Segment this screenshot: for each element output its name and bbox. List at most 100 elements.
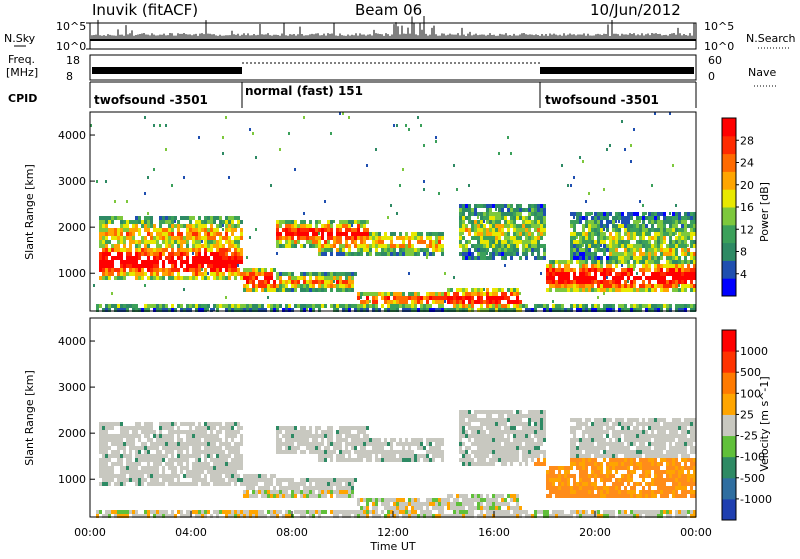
velocity-cell — [99, 438, 102, 442]
velocity-cell — [492, 506, 495, 510]
power-cell — [354, 304, 357, 308]
velocity-cell — [198, 430, 201, 434]
power-cell — [639, 268, 642, 272]
power-cell — [570, 224, 573, 228]
power-cell — [171, 272, 174, 276]
power-cell — [600, 212, 603, 216]
velocity-cell — [486, 410, 489, 414]
velocity-cell — [507, 442, 510, 446]
power-cell — [582, 260, 585, 264]
power-cell — [678, 236, 681, 240]
power-cell — [405, 248, 408, 252]
velocity-cell — [441, 450, 444, 454]
power-cell — [666, 216, 669, 220]
velocity-cell — [228, 466, 231, 470]
power-cell — [366, 220, 369, 224]
velocity-cell — [438, 510, 441, 514]
velocity-cell — [480, 458, 483, 462]
power-cell — [606, 260, 609, 264]
velocity-cell — [348, 482, 351, 486]
velocity-cell — [294, 434, 297, 438]
power-cell — [621, 304, 624, 308]
velocity-cell — [156, 510, 159, 514]
velocity-cell — [135, 510, 138, 514]
power-cell — [612, 220, 615, 224]
power-cell — [513, 248, 516, 252]
power-cell — [192, 272, 195, 276]
power-cell — [681, 224, 684, 228]
velocity-cell — [192, 474, 195, 478]
velocity-cell — [141, 458, 144, 462]
velocity-cell — [135, 430, 138, 434]
velocity-cell — [204, 510, 207, 514]
velocity-cell — [483, 458, 486, 462]
power-cell — [330, 132, 332, 135]
velocity-cell — [465, 434, 468, 438]
power-cell — [312, 284, 315, 288]
velocity-cell — [231, 510, 234, 514]
power-cell — [591, 304, 594, 308]
power-cell — [162, 248, 165, 252]
velocity-cell — [582, 422, 585, 426]
velocity-cell — [597, 510, 600, 514]
power-cell — [441, 244, 444, 248]
velocity-cell — [336, 434, 339, 438]
power-cell — [432, 248, 435, 252]
velocity-cell — [585, 466, 588, 470]
power-cell — [474, 204, 477, 208]
velocity-cell — [381, 442, 384, 446]
power-cell — [645, 276, 648, 280]
power-cell — [627, 232, 630, 236]
power-cell — [309, 288, 312, 292]
velocity-cell — [192, 482, 195, 486]
power-cell — [585, 232, 588, 236]
power-cell — [150, 264, 153, 268]
power-cell — [375, 252, 378, 256]
power-cell — [522, 304, 525, 308]
power-cell — [192, 236, 195, 240]
power-cell — [198, 136, 200, 139]
velocity-cell — [582, 446, 585, 450]
velocity-cell — [225, 426, 228, 430]
power-cell — [486, 216, 489, 220]
velocity-cell — [303, 490, 306, 494]
velocity-cell — [516, 450, 519, 454]
power-cell — [120, 304, 123, 308]
velocity-cell — [300, 430, 303, 434]
power-cell — [672, 232, 675, 236]
velocity-cell — [465, 410, 468, 414]
velocity-cell — [510, 414, 513, 418]
velocity-cell — [231, 478, 234, 482]
velocity-cell — [366, 442, 369, 446]
velocity-cell — [102, 482, 105, 486]
power-cell — [621, 240, 624, 244]
velocity-cell — [156, 474, 159, 478]
velocity-cell — [432, 438, 435, 442]
velocity-cell — [348, 450, 351, 454]
power-cell — [612, 284, 615, 288]
power-cell — [375, 304, 378, 308]
velocity-cell — [570, 486, 573, 490]
velocity-cell — [471, 434, 474, 438]
velocity-cell — [324, 446, 327, 450]
velocity-cell — [456, 506, 459, 510]
velocity-cell — [324, 490, 327, 494]
power-cell — [150, 220, 153, 224]
power-cell — [150, 304, 153, 308]
velocity-cell — [450, 502, 453, 506]
power-cell — [114, 228, 117, 232]
power-cell — [213, 304, 216, 308]
velocity-cell — [471, 458, 474, 462]
velocity-cell — [459, 442, 462, 446]
power-cell — [651, 248, 654, 252]
power-cell — [321, 236, 324, 240]
power-cell — [192, 240, 195, 244]
power-cell — [687, 232, 690, 236]
power-cell — [135, 228, 138, 232]
power-cell — [246, 256, 248, 259]
velocity-cell — [525, 462, 528, 466]
power-cell — [456, 288, 459, 292]
power-cell — [633, 288, 636, 292]
velocity-cell — [528, 410, 531, 414]
power-cell — [519, 292, 521, 295]
